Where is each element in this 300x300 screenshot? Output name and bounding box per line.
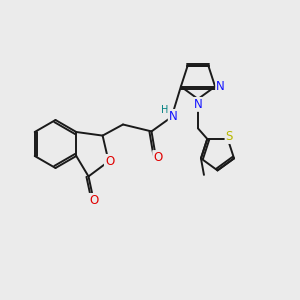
Text: S: S [226,130,233,143]
Text: N: N [194,98,202,111]
Text: O: O [89,194,98,207]
Text: O: O [105,155,114,168]
Text: N: N [216,80,225,93]
Text: N: N [169,110,178,123]
Text: O: O [153,151,162,164]
Text: H: H [161,105,169,116]
